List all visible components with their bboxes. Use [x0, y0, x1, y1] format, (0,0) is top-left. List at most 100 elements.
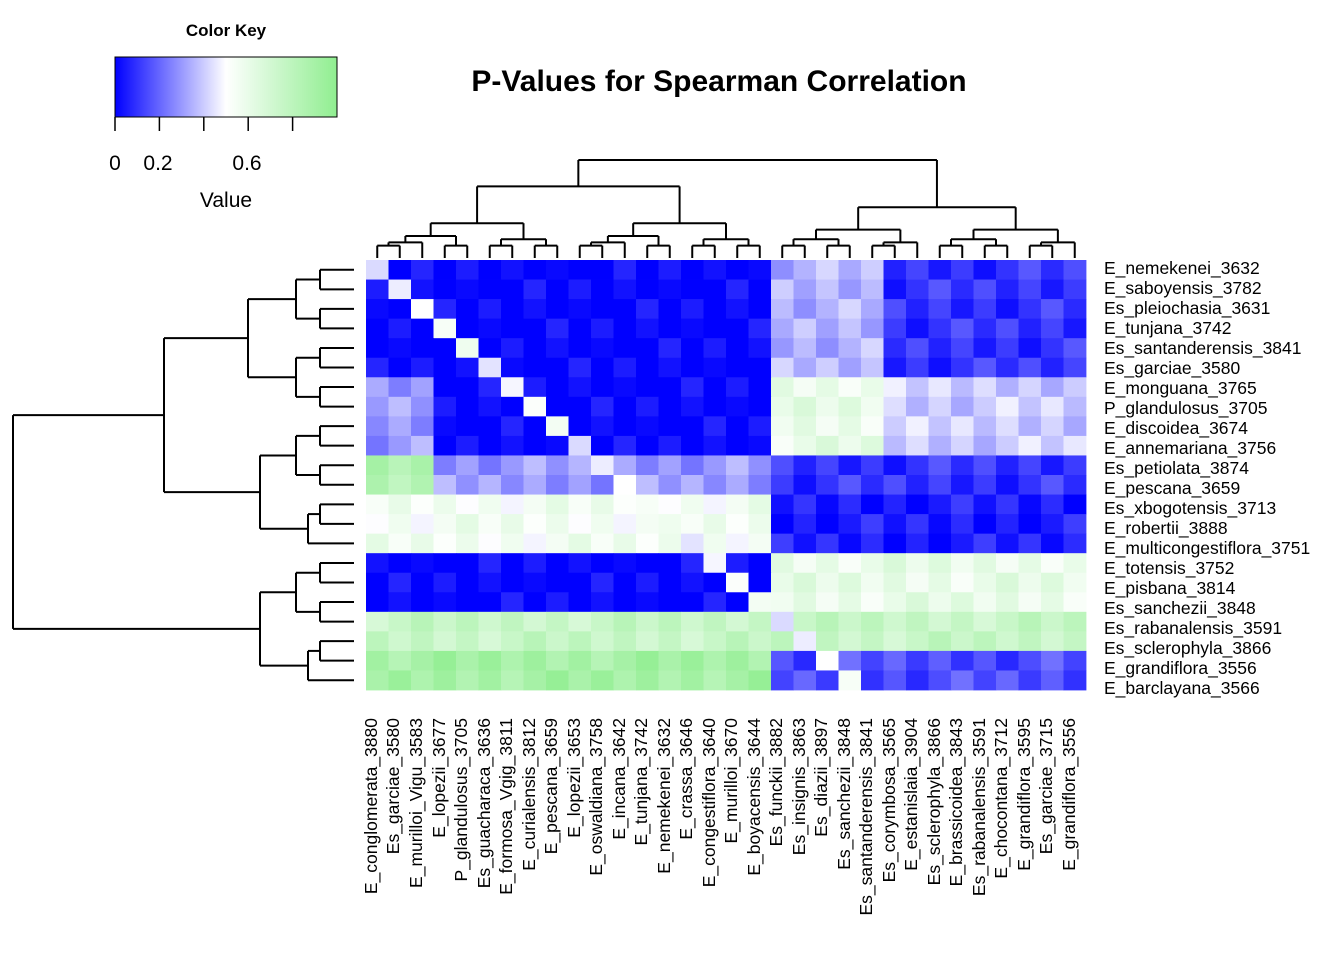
heatmap-cell [591, 650, 614, 671]
heatmap-cell [771, 494, 794, 515]
heatmap-cell [748, 670, 772, 691]
heatmap-cell [1063, 260, 1087, 280]
heatmap-cell [366, 592, 389, 613]
column-label: E_lopezii_3677 [429, 718, 450, 838]
heatmap-cell [591, 260, 614, 280]
heatmap-cell [771, 396, 794, 417]
heatmap-cell [478, 260, 502, 280]
heatmap-cell [1063, 494, 1087, 515]
heatmap-cell [523, 592, 547, 613]
heatmap-cell [771, 572, 794, 593]
heatmap-cell [546, 396, 569, 417]
heatmap-cell [388, 514, 412, 535]
heatmap-cell [433, 396, 457, 417]
row-label: E_nemekenei_3632 [1104, 258, 1260, 279]
heatmap-cell [771, 650, 794, 671]
heatmap-cell [1041, 260, 1064, 280]
column-label: E_pescana_3659 [541, 718, 562, 854]
heatmap-cell [973, 299, 997, 320]
heatmap-cell [951, 299, 974, 320]
heatmap-cell [906, 611, 929, 632]
heatmap-cell [973, 279, 997, 300]
heatmap-cell [388, 396, 412, 417]
heatmap-cell [1041, 631, 1064, 652]
heatmap-cell [1063, 631, 1087, 652]
heatmap-cell [546, 357, 569, 378]
heatmap-cell [996, 592, 1019, 613]
heatmap-cell [928, 670, 952, 691]
heatmap-cell [861, 377, 884, 398]
heatmap-cell [883, 357, 907, 378]
heatmap-cell [726, 435, 749, 456]
heatmap-cell [1041, 494, 1064, 515]
heatmap-cell [838, 318, 862, 339]
heatmap-cell [591, 435, 614, 456]
heatmap-cell [996, 475, 1019, 495]
heatmap-cell [793, 260, 817, 280]
heatmap-cell [951, 377, 974, 398]
column-labels: E_conglomerata_3880 Es_garciae_3580 E_mu… [361, 718, 1080, 916]
heatmap-cell [1018, 318, 1042, 339]
heatmap-cell [636, 396, 659, 417]
heatmap-cell [1041, 514, 1064, 535]
heatmap-cell [658, 338, 682, 359]
heatmap-cell [793, 592, 817, 613]
heatmap-cell [366, 396, 389, 417]
heatmap-cell [478, 494, 502, 515]
heatmap-cell [411, 514, 434, 535]
heatmap-cell [951, 494, 974, 515]
row-label: E_pescana_3659 [1104, 478, 1240, 499]
heatmap-cell [568, 318, 592, 339]
row-label: Es_xbogotensis_3713 [1104, 498, 1276, 519]
heatmap-cell [658, 279, 682, 300]
heatmap-cell [1018, 670, 1042, 691]
heatmap-cell [838, 357, 862, 378]
heatmap-cell [523, 338, 547, 359]
heatmap-cell [501, 494, 524, 515]
heatmap-cell [703, 592, 727, 613]
heatmap-cell [771, 670, 794, 691]
heatmap-cell [883, 455, 907, 476]
heatmap-cell [636, 416, 659, 437]
heatmap-cell [771, 318, 794, 339]
color-key: Color Key 0 0.2 0.6 Value [109, 21, 338, 212]
column-label: Es_garciae_3715 [1036, 718, 1057, 854]
heatmap-cell [703, 377, 727, 398]
column-label: Es_funckii_3882 [766, 718, 787, 846]
heatmap-cell [613, 299, 637, 320]
heatmap-cell [703, 494, 727, 515]
heatmap-cell [456, 357, 479, 378]
heatmap-cell [748, 318, 772, 339]
heatmap-cell [906, 416, 929, 437]
heatmap-cell [1063, 533, 1087, 554]
column-label: Es_sanchezii_3848 [834, 718, 855, 870]
heatmap-cell [951, 611, 974, 632]
heatmap-cell [928, 650, 952, 671]
heatmap-cell [613, 338, 637, 359]
heatmap-cell [1041, 611, 1064, 632]
heatmap-cell [726, 533, 749, 554]
heatmap-cell [591, 318, 614, 339]
heatmap-cell [366, 650, 389, 671]
heatmap-cell [478, 650, 502, 671]
heatmap-cell [951, 357, 974, 378]
heatmap-cell [411, 435, 434, 456]
heatmap-cell [501, 279, 524, 300]
heatmap-cell [996, 572, 1019, 593]
heatmap-cell [523, 631, 547, 652]
heatmap-cell [478, 416, 502, 437]
heatmap-cell [523, 494, 547, 515]
heatmap-cell [996, 611, 1019, 632]
heatmap-cell [591, 416, 614, 437]
heatmap-cell [1041, 572, 1064, 593]
heatmap-cell [861, 514, 884, 535]
heatmap-cell [1063, 650, 1087, 671]
heatmap-cell [591, 475, 614, 495]
column-label: E_grandiflora_3556 [1059, 718, 1080, 871]
heatmap-cell [1018, 592, 1042, 613]
heatmap-cell [1018, 338, 1042, 359]
heatmap-cell [973, 611, 997, 632]
heatmap-cell [388, 533, 412, 554]
row-label: E_totensis_3752 [1104, 558, 1234, 579]
heatmap-cell [996, 670, 1019, 691]
